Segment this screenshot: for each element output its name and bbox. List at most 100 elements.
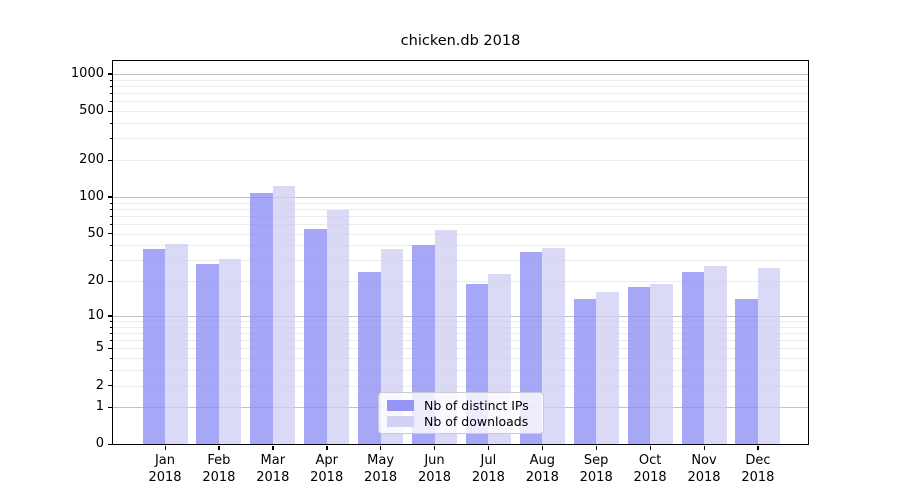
x-axis-tick-label: Nov 2018 [687, 453, 721, 485]
y-minor-tick-mark [109, 79, 112, 81]
y-minor-tick-mark [109, 208, 112, 210]
y-tick-mark [108, 73, 112, 75]
bar-distinct-ips-dec [735, 299, 758, 445]
gridline [112, 326, 809, 328]
bar-distinct-ips-sep [573, 299, 597, 445]
bar-distinct-ips-mar [250, 193, 273, 445]
gridline [112, 93, 809, 94]
x-axis-tick-label: Oct 2018 [633, 453, 667, 485]
y-tick-mark [108, 196, 112, 198]
y-tick-mark [108, 110, 112, 112]
x-axis-tick-label: Feb 2018 [202, 453, 236, 485]
gridline [112, 348, 809, 350]
bar-downloads-aug [542, 247, 565, 445]
bar-downloads-jun [434, 229, 457, 445]
bar-downloads-feb [218, 258, 242, 445]
gridline [112, 233, 809, 235]
bar-distinct-ips-may [358, 271, 381, 445]
y-tick-mark [108, 385, 112, 387]
x-tick-mark [541, 446, 544, 450]
y-minor-tick-mark [109, 340, 112, 341]
x-axis-tick-label: May 2018 [364, 453, 398, 485]
y-minor-tick-mark [109, 245, 112, 247]
gridline [112, 85, 809, 87]
y-axis-tick-label: 0 [95, 436, 104, 452]
gridline [112, 340, 809, 341]
gridline [112, 79, 809, 81]
y-minor-tick-mark [109, 332, 112, 334]
bar-downloads-mar [272, 186, 296, 445]
y-minor-tick-mark [109, 138, 112, 140]
legend-label-downloads: Nb of downloads [424, 414, 529, 429]
y-minor-tick-mark [109, 93, 112, 94]
gridline [112, 138, 809, 140]
x-tick-mark [434, 446, 436, 450]
y-axis-tick-label: 50 [87, 225, 104, 241]
y-axis-tick-label: 2 [95, 377, 104, 393]
x-axis-tick-label: Jan 2018 [148, 453, 182, 485]
bar-downloads-apr [326, 210, 350, 445]
bar-distinct-ips-nov [681, 271, 704, 445]
x-axis-tick-label: Jun 2018 [417, 453, 452, 485]
x-tick-mark [595, 446, 598, 450]
y-minor-tick-mark [109, 260, 112, 262]
gridline [112, 73, 809, 75]
gridline [112, 202, 809, 204]
gridline [112, 215, 809, 217]
legend-label-distinct-ips: Nb of distinct IPs [424, 398, 529, 413]
x-tick-mark [218, 446, 220, 450]
y-axis-tick-label: 1000 [70, 65, 104, 81]
x-tick-mark [272, 446, 274, 450]
y-minor-tick-mark [109, 101, 112, 103]
bar-distinct-ips-feb [196, 263, 219, 445]
bar-downloads-jan [165, 243, 188, 445]
x-tick-mark [487, 446, 490, 450]
x-axis-tick-label: Aug 2018 [525, 453, 559, 485]
legend: Nb of distinct IPs Nb of downloads [378, 392, 544, 434]
y-minor-tick-mark [109, 202, 112, 204]
x-axis-tick-label: Mar 2018 [256, 453, 290, 485]
y-axis-tick-label: 100 [79, 188, 104, 204]
gridline [112, 122, 809, 124]
bar-downloads-nov [704, 265, 727, 445]
gridline [112, 370, 809, 371]
bar-distinct-ips-apr [304, 228, 327, 445]
gridline [112, 332, 809, 334]
bar-distinct-ips-oct [627, 286, 651, 445]
legend-swatch-distinct-ips [387, 400, 414, 411]
gridline [112, 223, 809, 225]
x-axis-tick-label: Apr 2018 [310, 453, 344, 485]
x-tick-mark [164, 446, 166, 450]
y-minor-tick-mark [109, 320, 112, 322]
gridline [112, 196, 809, 198]
x-tick-mark [380, 446, 382, 450]
gridline [112, 208, 809, 210]
y-minor-tick-mark [109, 85, 112, 87]
x-axis-tick-label: Jul 2018 [471, 453, 505, 485]
x-tick-mark [326, 446, 328, 450]
y-tick-mark [108, 315, 112, 317]
y-axis-tick-label: 10 [87, 307, 104, 323]
gridline [112, 315, 809, 317]
gridline [112, 260, 809, 262]
y-minor-tick-mark [109, 223, 112, 225]
bar-distinct-ips-jan [142, 249, 165, 445]
legend-item-downloads: Nb of downloads [387, 414, 535, 429]
y-tick-mark [108, 347, 112, 350]
y-minor-tick-mark [109, 358, 112, 360]
y-minor-tick-mark [109, 326, 112, 328]
x-tick-mark [703, 446, 705, 450]
gridline [112, 160, 809, 161]
gridline [112, 320, 809, 322]
y-minor-tick-mark [109, 215, 112, 217]
legend-swatch-downloads [387, 416, 414, 427]
y-tick-mark [108, 233, 112, 235]
bar-downloads-sep [596, 292, 619, 445]
y-axis-tick-label: 1 [95, 399, 104, 415]
gridline [112, 281, 809, 283]
gridline [112, 358, 809, 360]
y-axis-tick-label: 200 [79, 152, 104, 167]
x-axis-tick-label: Sep 2018 [579, 453, 613, 485]
gridline [112, 245, 809, 247]
